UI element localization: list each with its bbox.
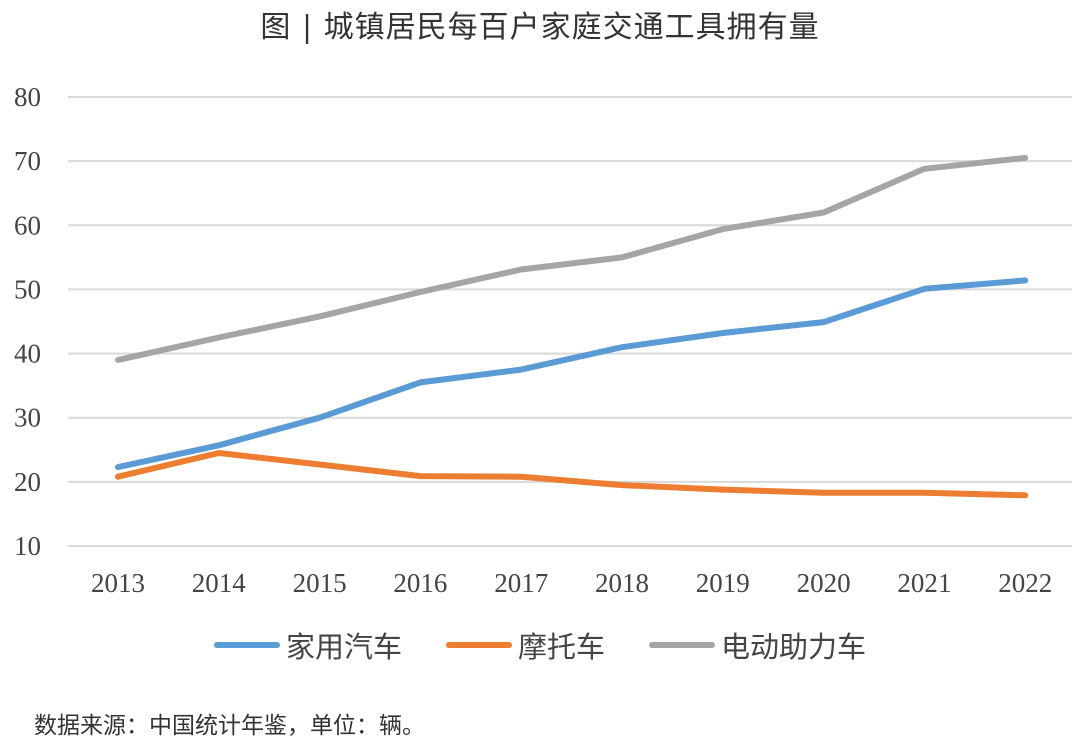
series-lines <box>115 154 1029 499</box>
series-line-3 <box>115 154 1029 363</box>
y-tick-label: 50 <box>14 274 41 304</box>
y-tick-label: 30 <box>14 403 41 433</box>
x-axis-ticks: 2013 2014 2015 2016 2017 2018 2019 2020 2021 2022 <box>91 568 1052 598</box>
x-tick-label: 2017 <box>494 568 548 598</box>
legend-swatch <box>213 642 280 648</box>
y-tick-label: 70 <box>14 146 41 176</box>
series-line-1 <box>115 277 1029 471</box>
y-tick-label: 20 <box>14 467 41 497</box>
legend: 家用汽车 摩托车 电动助力车 <box>0 624 1080 666</box>
x-tick-label: 2018 <box>595 568 649 598</box>
x-tick-label: 2020 <box>797 568 851 598</box>
chart-title: 图 | 城镇居民每百户家庭交通工具拥有量 <box>260 10 820 45</box>
legend-swatch <box>445 642 512 648</box>
series-line-2 <box>115 450 1029 499</box>
legend-label: 电动助力车 <box>721 630 867 664</box>
legend-item: 家用汽车 <box>213 624 402 666</box>
x-tick-label: 2013 <box>91 568 145 598</box>
y-axis-ticks: 10 20 30 40 50 60 70 80 <box>14 82 41 561</box>
legend-item: 电动助力车 <box>649 624 866 666</box>
y-tick-label: 10 <box>14 531 41 561</box>
legend-label: 摩托车 <box>517 630 605 664</box>
legend-item: 摩托车 <box>445 624 605 666</box>
y-tick-label: 80 <box>14 82 41 112</box>
legend-label: 家用汽车 <box>285 630 402 664</box>
source-note: 数据来源：中国统计年鉴，单位：辆。 <box>34 713 425 739</box>
x-tick-label: 2019 <box>696 568 750 598</box>
x-tick-label: 2016 <box>393 568 447 598</box>
x-tick-label: 2022 <box>998 568 1052 598</box>
x-tick-label: 2015 <box>293 568 347 598</box>
x-tick-label: 2021 <box>897 568 951 598</box>
y-tick-label: 40 <box>14 339 41 369</box>
legend-swatch <box>649 642 715 648</box>
y-tick-label: 60 <box>14 210 41 240</box>
x-tick-label: 2014 <box>192 568 247 598</box>
